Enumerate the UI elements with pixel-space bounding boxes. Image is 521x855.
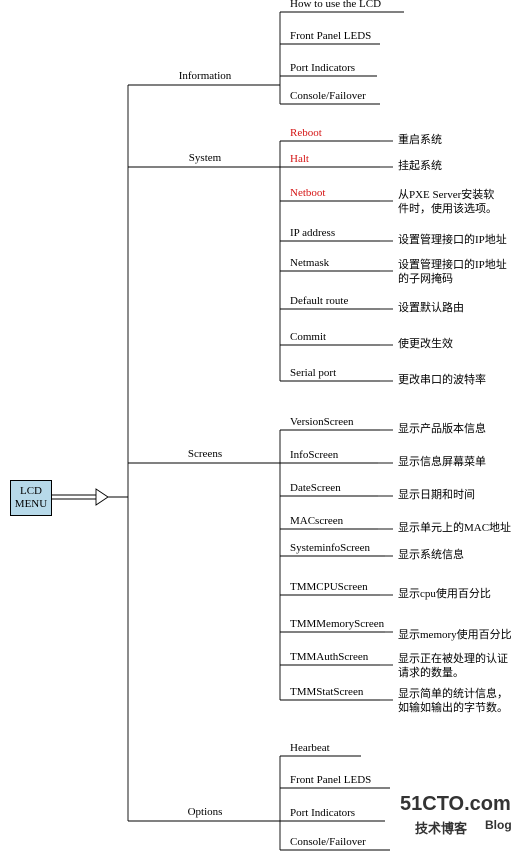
menu-item-desc: 显示产品版本信息	[398, 423, 516, 437]
menu-item: IP address	[290, 227, 335, 239]
menu-item: Serial port	[290, 367, 336, 379]
menu-item: TMMMemoryScreen	[290, 618, 384, 630]
menu-item: Default route	[290, 295, 348, 307]
menu-item-desc: 重启系统	[398, 134, 516, 148]
category-screens: Screens	[155, 448, 255, 460]
watermark-logo: 51CTO.com	[400, 793, 511, 816]
menu-item: Reboot	[290, 127, 322, 139]
menu-item: Front Panel LEDS	[290, 30, 371, 42]
menu-item: Netmask	[290, 257, 329, 269]
category-system: System	[155, 152, 255, 164]
menu-item: TMMStatScreen	[290, 686, 363, 698]
menu-item: DateScreen	[290, 482, 341, 494]
category-information: Information	[155, 70, 255, 82]
menu-item: Halt	[290, 153, 309, 165]
root-lcd-menu: LCDMENU	[10, 480, 52, 516]
menu-item-desc: 显示简单的统计信息，如输如输出的字节数。	[398, 688, 516, 716]
menu-item-desc: 挂起系统	[398, 160, 516, 174]
menu-item: TMMCPUScreen	[290, 581, 368, 593]
menu-item: Front Panel LEDS	[290, 774, 371, 786]
menu-item: InfoScreen	[290, 449, 338, 461]
menu-item-desc: 显示日期和时间	[398, 489, 516, 503]
menu-item: Hearbeat	[290, 742, 330, 754]
menu-item: Port Indicators	[290, 807, 355, 819]
menu-item: VersionScreen	[290, 416, 354, 428]
menu-item: Console/Failover	[290, 836, 366, 848]
menu-item: Commit	[290, 331, 326, 343]
menu-item: Port Indicators	[290, 62, 355, 74]
menu-item: SysteminfoScreen	[290, 542, 370, 554]
menu-item-desc: 显示信息屏幕菜单	[398, 456, 516, 470]
watermark-sub1: 技术博客	[415, 818, 467, 837]
menu-item-desc: 设置默认路由	[398, 302, 516, 316]
menu-item-desc: 显示单元上的MAC地址	[398, 522, 516, 536]
menu-item-desc: 设置管理接口的IP地址的子网掩码	[398, 259, 516, 287]
menu-item-desc: 显示正在被处理的认证请求的数量。	[398, 653, 516, 681]
watermark-sub2: Blog	[485, 818, 512, 832]
menu-item: How to use the LCD	[290, 0, 381, 10]
menu-item: MACscreen	[290, 515, 343, 527]
menu-item: Netboot	[290, 187, 325, 199]
menu-item-desc: 更改串口的波特率	[398, 374, 516, 388]
menu-item-desc: 从PXE Server安装软件时，使用该选项。	[398, 189, 516, 217]
menu-item-desc: 显示memory使用百分比	[398, 629, 516, 643]
category-options: Options	[155, 806, 255, 818]
menu-item-desc: 设置管理接口的IP地址	[398, 234, 516, 248]
menu-item-desc: 使更改生效	[398, 338, 516, 352]
menu-item: TMMAuthScreen	[290, 651, 368, 663]
menu-item-desc: 显示系统信息	[398, 549, 516, 563]
menu-item-desc: 显示cpu使用百分比	[398, 588, 516, 602]
menu-item: Console/Failover	[290, 90, 366, 102]
